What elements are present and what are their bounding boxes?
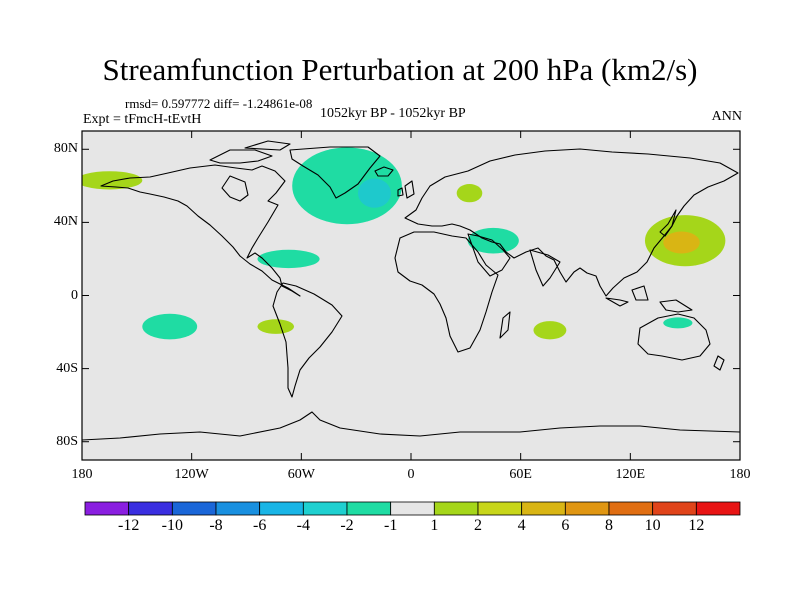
colorbar-label: 1 xyxy=(430,517,439,534)
anomaly-region-11 xyxy=(533,321,567,340)
colorbar-swatch xyxy=(390,501,435,516)
x-tick-label: 60E xyxy=(509,467,532,482)
colorbar-label: -2 xyxy=(340,517,354,534)
colorbar-label: -1 xyxy=(383,517,398,534)
colorbar-label: 10 xyxy=(644,517,661,534)
colorbar-swatch xyxy=(302,501,348,516)
coast-madagascar xyxy=(499,311,511,339)
coast-hudson-bay xyxy=(221,175,249,202)
colorbar-swatch xyxy=(128,501,173,516)
x-tick-label: 180 xyxy=(71,467,93,482)
anomaly-region-12 xyxy=(663,317,693,329)
colorbar-swatch xyxy=(608,501,654,516)
colorbar-swatch xyxy=(521,501,566,516)
season-label: ANN xyxy=(711,109,742,124)
colorbar-label: 8 xyxy=(605,517,613,534)
period-label: 1052kyr BP - 1052kyr BP xyxy=(320,106,466,121)
plot-title: Streamfunction Perturbation at 200 hPa (… xyxy=(102,52,698,87)
colorbar-label: -6 xyxy=(252,517,267,534)
colorbar-swatch xyxy=(84,501,130,516)
colorbar-swatch xyxy=(433,501,479,516)
colorbar-swatch xyxy=(477,501,523,516)
anomaly-layer xyxy=(82,147,726,340)
anomaly-region-1 xyxy=(82,171,143,190)
x-tick-label: 120E xyxy=(615,467,646,482)
coast-japan xyxy=(659,209,677,237)
y-tick-label: 40S xyxy=(56,360,78,376)
x-tick-label: 180 xyxy=(729,467,751,482)
coast-india xyxy=(529,249,561,287)
colorbar-swatch xyxy=(215,501,261,516)
anomaly-region-8 xyxy=(663,231,700,254)
tick-marks xyxy=(81,131,741,460)
coast-greenland xyxy=(289,146,381,199)
colorbar-label: 4 xyxy=(517,517,526,534)
y-tick-label: 0 xyxy=(71,287,78,303)
anomaly-region-9 xyxy=(142,313,198,340)
coast-new-zealand xyxy=(713,355,725,371)
x-tick-label: 120W xyxy=(174,467,209,482)
colorbar-swatch xyxy=(695,501,741,516)
coastline-layer xyxy=(82,140,740,441)
anomaly-region-4 xyxy=(456,184,483,203)
colorbar-label: 6 xyxy=(561,517,570,534)
colorbar-label: -12 xyxy=(117,517,140,534)
anomaly-region-6 xyxy=(257,249,320,269)
y-tick-label: 40N xyxy=(53,214,78,230)
stats-text: rmsd= 0.597772 diff= -1.24861e-08 xyxy=(125,96,313,111)
coast-arctic-islands xyxy=(209,140,291,164)
colorbar-label: -10 xyxy=(161,517,183,534)
colorbar-label: -4 xyxy=(296,517,310,534)
coast-south-america xyxy=(272,282,343,398)
colorbar xyxy=(84,501,741,516)
colorbar-swatch xyxy=(346,501,392,516)
coast-arabia xyxy=(467,233,511,277)
experiment-label: Expt = tFmcH-tEvtH xyxy=(83,112,202,127)
colorbar-swatch xyxy=(259,501,304,516)
colorbar-swatch xyxy=(564,501,610,516)
coast-antarctica xyxy=(82,411,740,441)
colorbar-swatch xyxy=(171,501,217,516)
map-background xyxy=(82,131,740,460)
x-tick-label: 60W xyxy=(287,467,315,482)
anomaly-region-3 xyxy=(357,178,391,208)
coast-africa xyxy=(394,231,499,353)
anomaly-region-10 xyxy=(257,319,295,334)
y-tick-label: 80S xyxy=(56,433,78,449)
colorbar-label: -8 xyxy=(209,517,223,534)
coast-australia xyxy=(637,313,711,361)
x-tick-label: 0 xyxy=(407,467,415,482)
coast-north-america xyxy=(100,164,301,297)
colorbar-label: 12 xyxy=(688,517,705,534)
colorbar-swatch xyxy=(652,501,697,516)
coast-iceland xyxy=(374,166,394,177)
y-tick-label: 80N xyxy=(53,141,78,157)
colorbar-label: 2 xyxy=(474,517,482,534)
coast-britain xyxy=(397,180,415,199)
coast-indonesia xyxy=(605,285,693,313)
